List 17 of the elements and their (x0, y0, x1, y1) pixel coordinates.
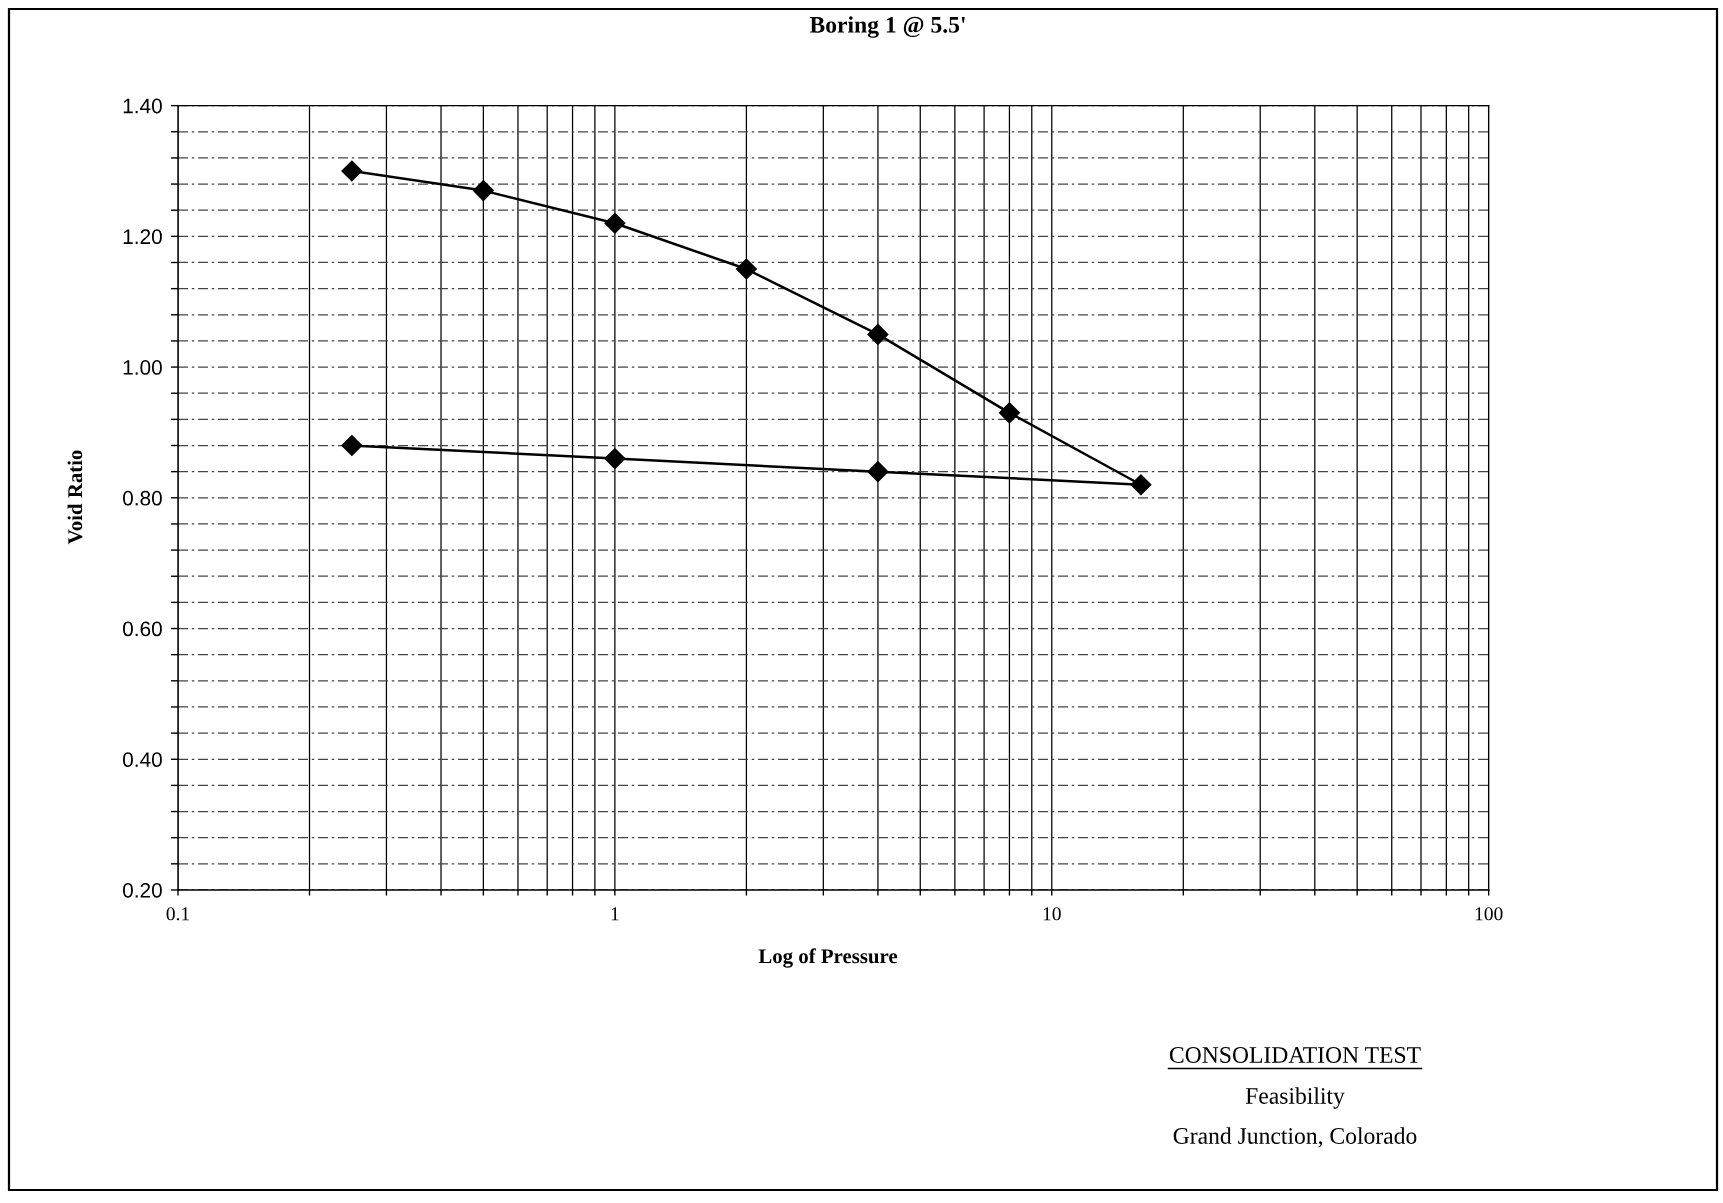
text: Grand Junction, Colorado (1173, 1127, 1417, 1148)
chart-title: Boring 1 @ 5.5' (809, 16, 965, 38)
x-tick-label: 10 (1043, 907, 1061, 921)
y-tick-label: 1.20 (123, 229, 162, 245)
x-axis-title: Log of Pressure (758, 948, 898, 968)
x-tick-label: 1 (611, 907, 619, 921)
y-tick-label: 0.20 (122, 882, 162, 898)
y-axis-title: Void Ratio (67, 450, 83, 545)
y-tick-label: 0.40 (122, 752, 162, 768)
text: CONSOLIDATION TEST (1169, 1047, 1421, 1063)
y-tick-label: 0.60 (122, 621, 162, 637)
y-tick-label: 0.80 (122, 490, 162, 506)
x-tick-label: 0.1 (166, 907, 189, 921)
text: Feasibility (1245, 1087, 1345, 1109)
y-tick-label: 1.40 (123, 98, 162, 114)
x-tick-label: 100 (1475, 907, 1503, 921)
y-tick-label: 1.00 (123, 360, 162, 375)
